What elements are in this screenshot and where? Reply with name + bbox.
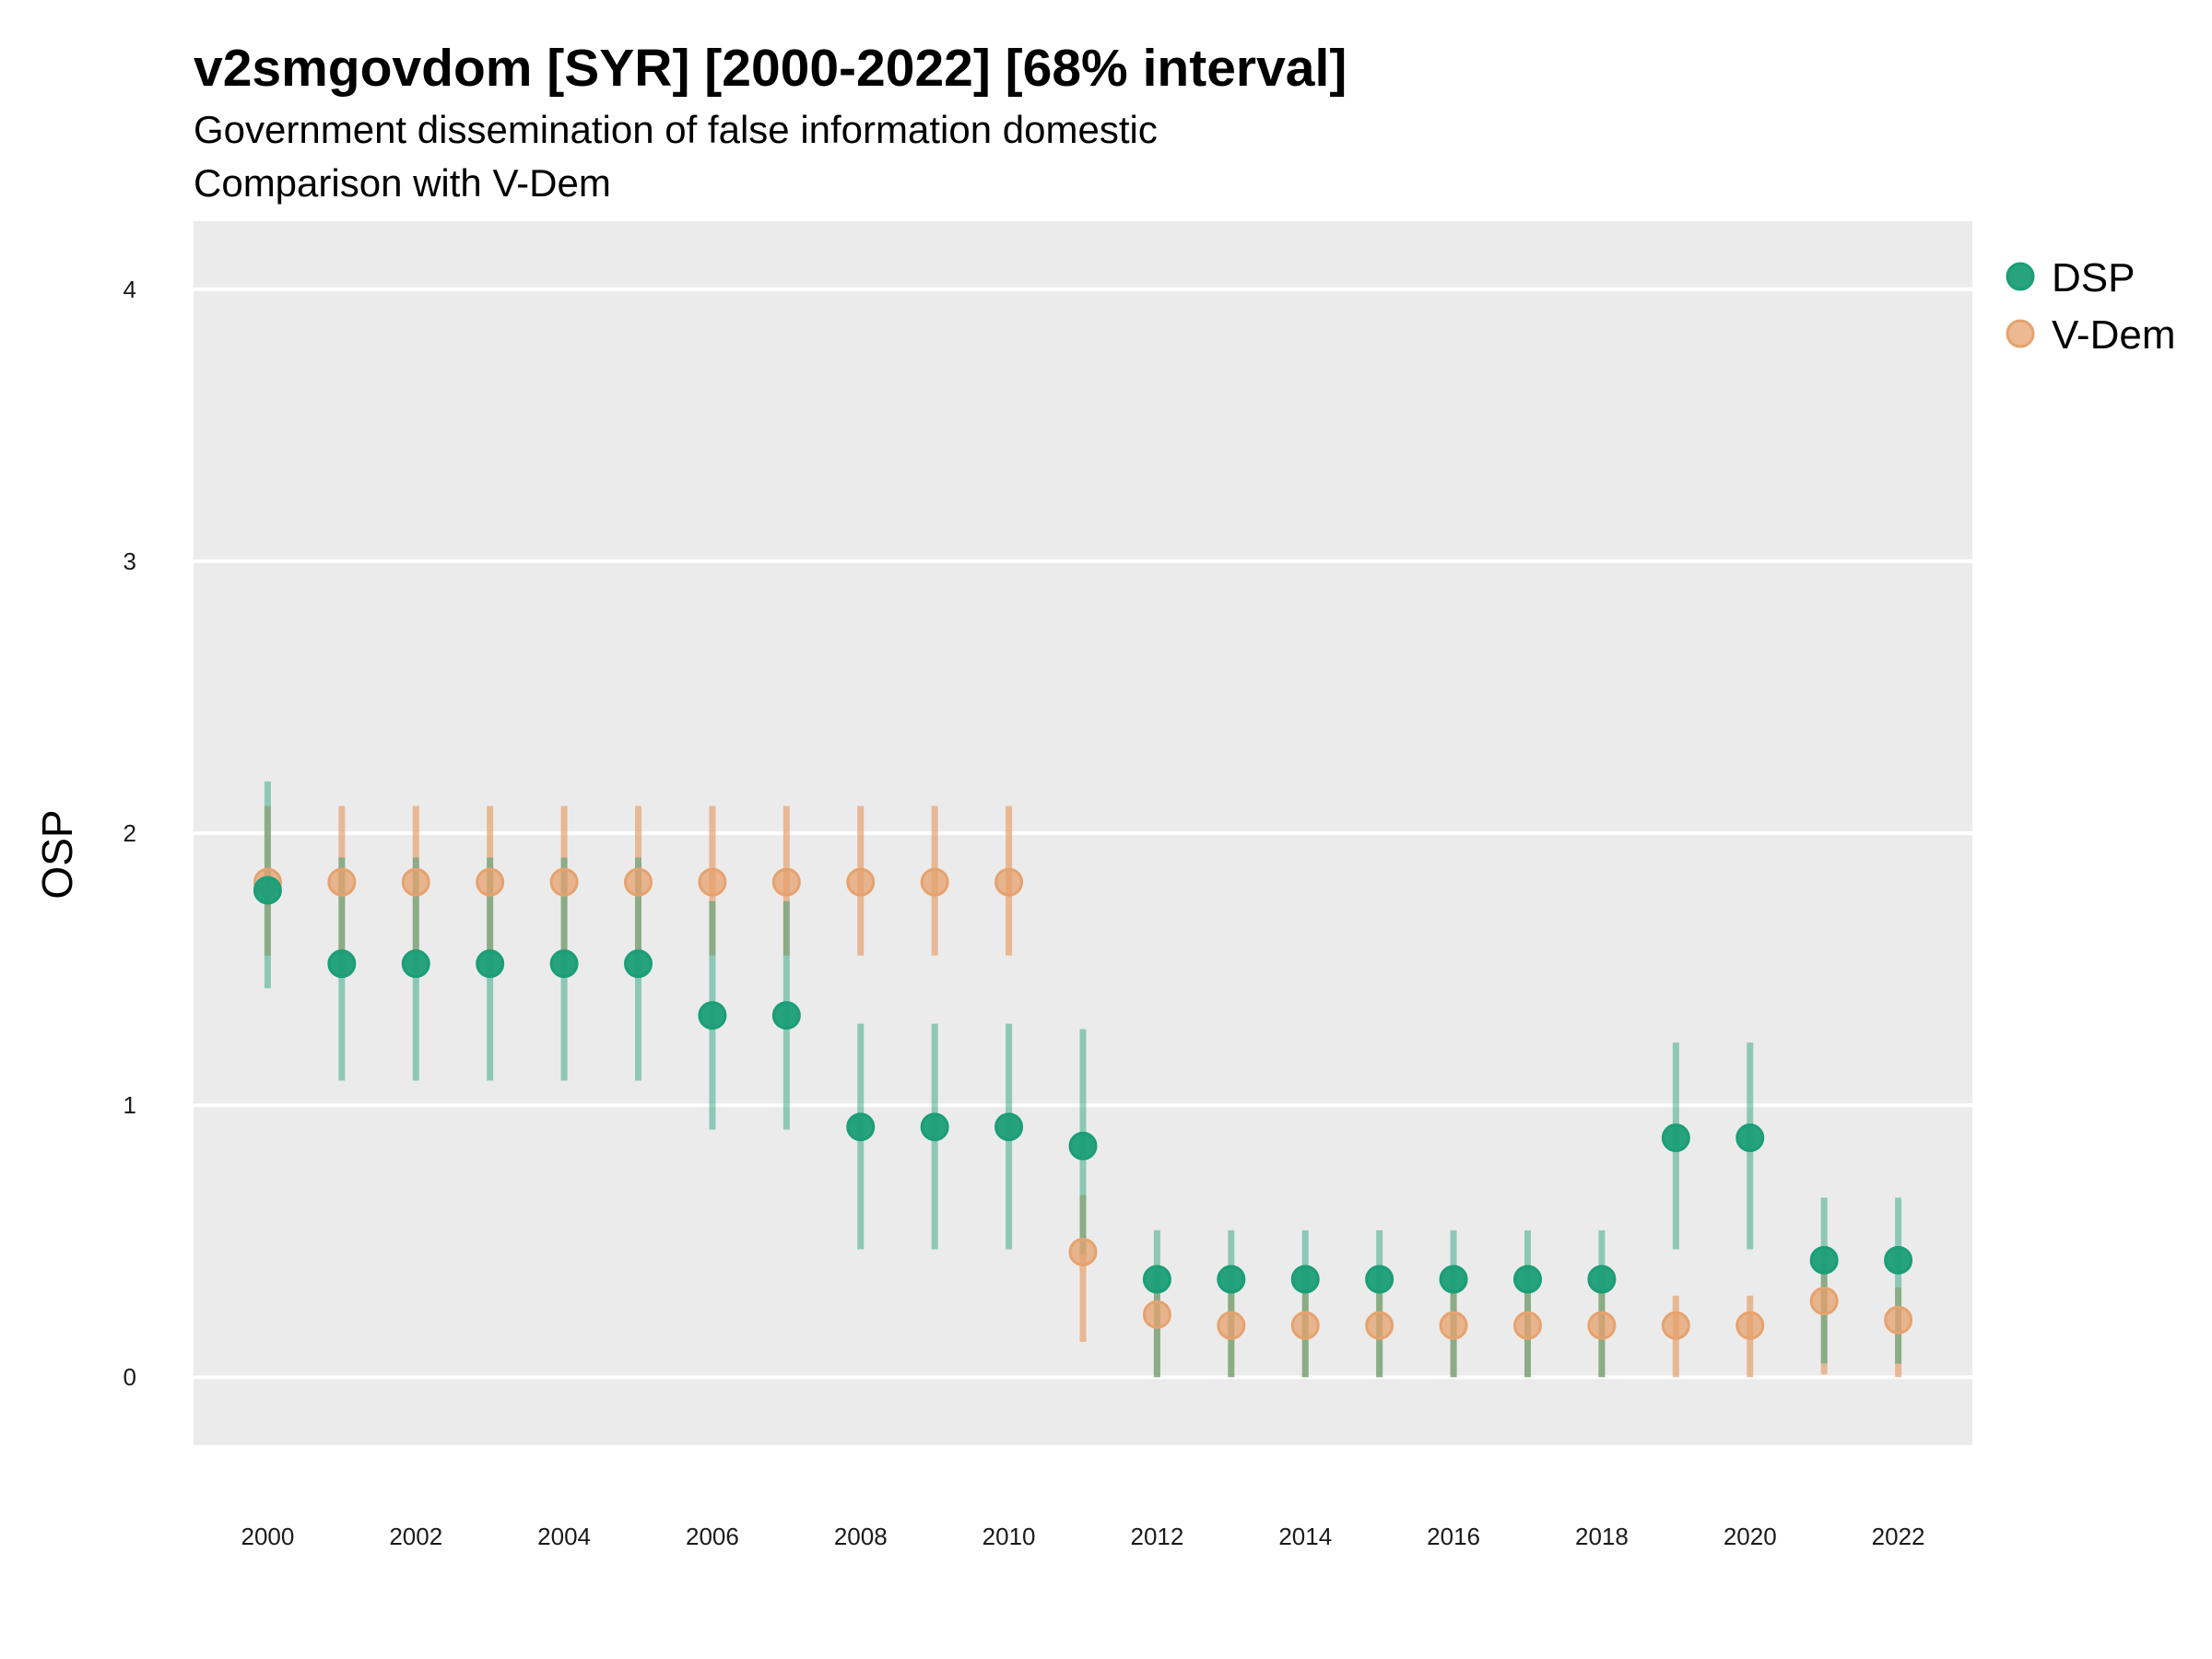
data-point bbox=[549, 867, 579, 897]
data-point bbox=[327, 949, 357, 979]
data-point bbox=[1217, 1311, 1246, 1340]
x-axis-ticks: 2000 2002 2004 2006 2008 2010 2012 2014 2016 2018… bbox=[241, 1523, 1924, 1550]
data-point bbox=[401, 949, 430, 979]
y-tick-label: 0 bbox=[124, 1363, 136, 1391]
data-point bbox=[1142, 1265, 1171, 1294]
data-point bbox=[624, 949, 653, 979]
legend-label: V-Dem bbox=[2052, 312, 2175, 358]
data-point bbox=[1587, 1311, 1617, 1340]
data-point bbox=[1217, 1265, 1246, 1294]
series-v-dem-points bbox=[253, 867, 1913, 1340]
data-point bbox=[253, 876, 282, 905]
x-tick-label: 2008 bbox=[834, 1523, 888, 1550]
data-point bbox=[624, 867, 653, 897]
data-point bbox=[994, 867, 1024, 897]
data-point bbox=[994, 1112, 1024, 1142]
x-tick-label: 2022 bbox=[1872, 1523, 1925, 1550]
data-point bbox=[920, 867, 949, 897]
data-point bbox=[1735, 1124, 1765, 1153]
data-point bbox=[1365, 1265, 1394, 1294]
chart-subtitle: Government dissemination of false inform… bbox=[194, 108, 1158, 151]
data-point bbox=[1809, 1245, 1839, 1275]
y-axis-ticks: 0 1 2 3 4 bbox=[124, 276, 136, 1391]
legend-key bbox=[2006, 319, 2035, 348]
x-tick-label: 2012 bbox=[1130, 1523, 1183, 1550]
data-point bbox=[549, 949, 579, 979]
data-point bbox=[1661, 1124, 1690, 1153]
data-point bbox=[401, 867, 430, 897]
x-tick-label: 2020 bbox=[1724, 1523, 1777, 1550]
data-point bbox=[476, 867, 505, 897]
x-tick-label: 2014 bbox=[1278, 1523, 1332, 1550]
x-tick-label: 2016 bbox=[1427, 1523, 1480, 1550]
data-series bbox=[253, 781, 1913, 1378]
chart-subtitle-comparison: Comparison with V-Dem bbox=[194, 161, 611, 205]
data-point bbox=[1365, 1311, 1394, 1340]
data-point bbox=[327, 867, 357, 897]
data-point bbox=[1439, 1311, 1468, 1340]
data-point bbox=[1661, 1311, 1690, 1340]
y-tick-label: 2 bbox=[124, 819, 136, 847]
y-tick-label: 4 bbox=[124, 276, 136, 303]
data-point bbox=[1587, 1265, 1617, 1294]
data-point bbox=[846, 867, 876, 897]
data-point bbox=[476, 949, 505, 979]
data-point bbox=[1735, 1311, 1765, 1340]
legend-key bbox=[2006, 262, 2035, 291]
x-tick-label: 2000 bbox=[241, 1523, 294, 1550]
x-tick-label: 2018 bbox=[1575, 1523, 1629, 1550]
data-point bbox=[698, 1001, 727, 1030]
x-tick-label: 2004 bbox=[537, 1523, 591, 1550]
data-point bbox=[771, 1001, 801, 1030]
data-point bbox=[846, 1112, 876, 1142]
legend: DSP V-Dem bbox=[2006, 255, 2175, 358]
x-tick-label: 2010 bbox=[982, 1523, 1036, 1550]
data-point bbox=[1513, 1265, 1542, 1294]
y-axis-label: OSP bbox=[33, 809, 81, 899]
legend-label: DSP bbox=[2052, 255, 2135, 300]
data-point bbox=[1439, 1265, 1468, 1294]
data-point bbox=[771, 867, 801, 897]
data-point bbox=[1809, 1287, 1839, 1316]
data-point bbox=[1290, 1311, 1320, 1340]
series-dsp-points bbox=[253, 876, 1913, 1294]
y-tick-label: 3 bbox=[124, 547, 136, 575]
data-point bbox=[1290, 1265, 1320, 1294]
data-point bbox=[1068, 1237, 1098, 1266]
data-point bbox=[1884, 1305, 1913, 1335]
chart-title: v2smgovdom [SYR] [2000-2022] [68% interv… bbox=[194, 39, 1347, 98]
data-point bbox=[1513, 1311, 1542, 1340]
data-point bbox=[920, 1112, 949, 1142]
data-point bbox=[1884, 1245, 1913, 1275]
data-point bbox=[1068, 1131, 1098, 1160]
x-tick-label: 2002 bbox=[389, 1523, 442, 1550]
data-point bbox=[698, 867, 727, 897]
y-tick-label: 1 bbox=[124, 1091, 136, 1119]
x-tick-label: 2006 bbox=[686, 1523, 739, 1550]
data-point bbox=[1142, 1300, 1171, 1329]
